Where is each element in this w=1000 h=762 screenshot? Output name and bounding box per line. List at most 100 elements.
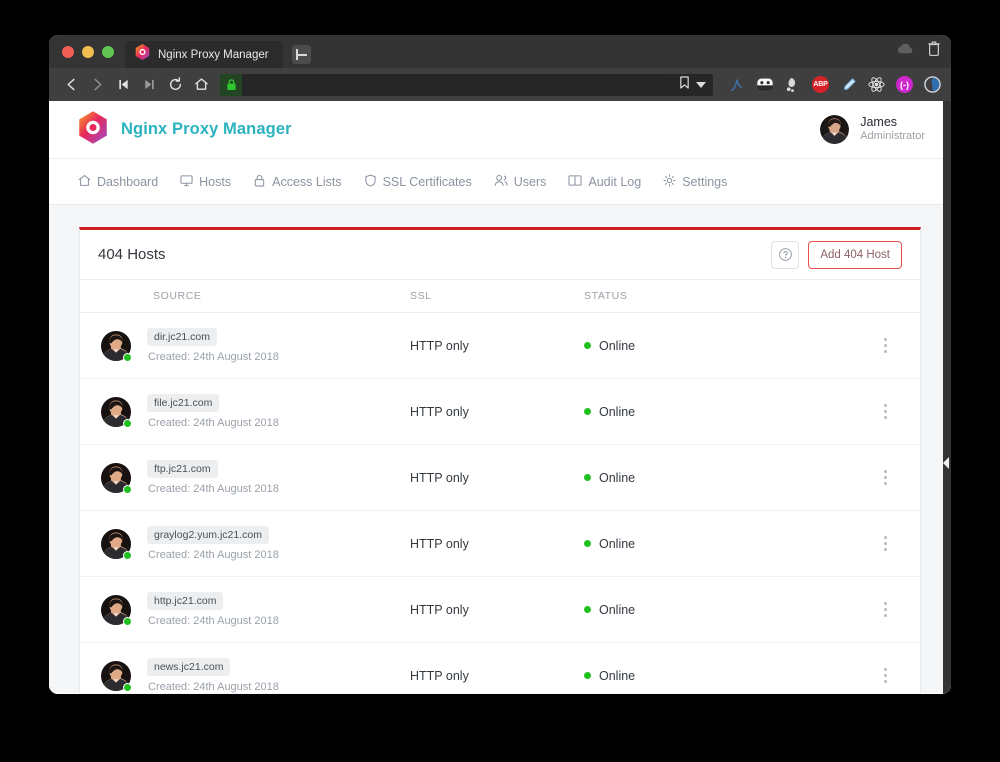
status-indicator-dot	[584, 540, 591, 547]
hosts-card: 404 Hosts Add 404 Host SOURCE	[79, 227, 921, 693]
cell-actions	[868, 536, 902, 551]
right-drawer-edge[interactable]	[943, 101, 951, 694]
column-header-source: SOURCE	[153, 290, 202, 302]
gnome-foot-icon[interactable]	[783, 75, 802, 94]
npm-hex-icon	[135, 44, 150, 65]
brand-name: Nginx Proxy Manager	[121, 120, 292, 138]
drawer-toggle-icon[interactable]	[943, 457, 949, 469]
nav-item-ssl-certificates[interactable]: SSL Certificates	[364, 174, 472, 190]
magenta-circle-icon[interactable]: (-)	[895, 75, 914, 94]
bookmark-icon[interactable]	[679, 75, 690, 94]
skip-back-icon[interactable]	[110, 72, 136, 98]
table-row[interactable]: file.jc21.com Created: 24th August 2018 …	[80, 379, 920, 445]
web-page: Nginx Proxy Manager James Administrator	[49, 101, 951, 694]
source-info: news.jc21.com Created: 24th August 2018	[147, 658, 279, 693]
created-date: Created: 24th August 2018	[148, 549, 279, 561]
blue-meter-icon[interactable]	[923, 75, 942, 94]
cell-source: graylog2.yum.jc21.com Created: 24th Augu…	[80, 526, 410, 561]
minimize-window-button[interactable]	[82, 46, 94, 58]
avatar	[101, 396, 132, 428]
brand[interactable]: Nginx Proxy Manager	[78, 110, 292, 149]
kebab-menu-icon[interactable]	[883, 536, 887, 551]
domain-chip[interactable]: file.jc21.com	[147, 394, 220, 412]
table-row[interactable]: graylog2.yum.jc21.com Created: 24th Augu…	[80, 511, 920, 577]
kebab-menu-icon[interactable]	[883, 602, 887, 617]
back-icon[interactable]	[58, 72, 84, 98]
status-indicator-dot	[584, 474, 591, 481]
nav-item-settings[interactable]: Settings	[663, 173, 728, 190]
dark-capsule-icon[interactable]	[755, 75, 774, 94]
cell-status: Online	[584, 339, 868, 353]
users-icon	[494, 174, 508, 190]
browser-tab[interactable]: Nginx Proxy Manager	[125, 41, 283, 68]
browser-window: Nginx Proxy Manager	[49, 35, 951, 694]
pipette-icon[interactable]	[839, 75, 858, 94]
kebab-menu-icon[interactable]	[883, 668, 887, 683]
browser-toolbar: ABP (-)	[49, 68, 951, 101]
nav-label: Settings	[682, 174, 728, 189]
nav-item-audit-log[interactable]: Audit Log	[568, 174, 641, 190]
new-tab-button[interactable]	[291, 45, 311, 64]
nav-label: Dashboard	[97, 174, 159, 189]
maximize-window-button[interactable]	[102, 46, 114, 58]
trash-icon[interactable]	[927, 40, 941, 61]
cell-source: http.jc21.com Created: 24th August 2018	[80, 592, 410, 627]
domain-chip[interactable]: news.jc21.com	[147, 658, 231, 676]
table-row[interactable]: news.jc21.com Created: 24th August 2018 …	[80, 643, 920, 694]
add-404-host-button[interactable]: Add 404 Host	[808, 240, 902, 269]
user-menu[interactable]: James Administrator	[820, 115, 925, 144]
domain-chip[interactable]: http.jc21.com	[147, 592, 224, 610]
table-row[interactable]: dir.jc21.com Created: 24th August 2018 H…	[80, 313, 920, 379]
cell-status: Online	[584, 603, 868, 617]
help-button[interactable]	[771, 240, 800, 269]
created-date: Created: 24th August 2018	[148, 681, 279, 693]
skip-forward-icon[interactable]	[136, 72, 162, 98]
adblock-plus-icon[interactable]: ABP	[811, 75, 830, 94]
avatar	[101, 660, 132, 692]
table-row[interactable]: http.jc21.com Created: 24th August 2018 …	[80, 577, 920, 643]
nav-item-dashboard[interactable]: Dashboard	[78, 174, 158, 190]
cell-actions	[868, 668, 902, 683]
shield-icon	[364, 174, 377, 190]
domain-chip[interactable]: dir.jc21.com	[147, 328, 218, 346]
created-date: Created: 24th August 2018	[148, 417, 279, 429]
cloud-icon[interactable]	[897, 42, 914, 60]
status-indicator-dot	[584, 342, 591, 349]
avatar	[101, 528, 132, 560]
close-window-button[interactable]	[62, 46, 74, 58]
nav-item-hosts[interactable]: Hosts	[180, 174, 231, 190]
cell-ssl: HTTP only	[410, 602, 469, 617]
forward-icon[interactable]	[84, 72, 110, 98]
home-icon	[78, 174, 91, 190]
cell-actions	[868, 602, 902, 617]
column-header-status: STATUS	[584, 290, 628, 302]
nav-item-access-lists[interactable]: Access Lists	[253, 174, 342, 190]
domain-chip[interactable]: ftp.jc21.com	[147, 460, 218, 478]
npm-hex-logo	[78, 110, 108, 149]
table-row[interactable]: ftp.jc21.com Created: 24th August 2018 H…	[80, 445, 920, 511]
status-label: Online	[599, 404, 636, 419]
nav-item-users[interactable]: Users	[494, 174, 546, 190]
nav-label: SSL Certificates	[382, 174, 472, 189]
cell-status: Online	[584, 669, 868, 683]
url-bar[interactable]	[220, 73, 672, 96]
user-name: James	[860, 114, 898, 129]
curve-icon[interactable]	[727, 75, 746, 94]
domain-chip[interactable]: graylog2.yum.jc21.com	[147, 526, 269, 544]
card-actions: Add 404 Host	[771, 240, 902, 269]
magenta-circle-glyph: (-)	[896, 76, 913, 93]
status-label: Online	[599, 470, 636, 485]
secure-lock-icon[interactable]	[220, 73, 242, 96]
chevron-down-icon[interactable]	[696, 76, 706, 94]
kebab-menu-icon[interactable]	[883, 470, 887, 485]
cell-ssl: HTTP only	[410, 404, 469, 419]
nav-label: Access Lists	[272, 174, 342, 189]
status-dot	[123, 550, 132, 560]
kebab-menu-icon[interactable]	[883, 338, 887, 353]
react-atom-icon[interactable]	[867, 75, 886, 94]
kebab-menu-icon[interactable]	[883, 404, 887, 419]
card-header: 404 Hosts Add 404 Host	[80, 230, 920, 280]
home-icon[interactable]	[188, 72, 214, 98]
reload-icon[interactable]	[162, 72, 188, 98]
status-indicator-dot	[584, 672, 591, 679]
